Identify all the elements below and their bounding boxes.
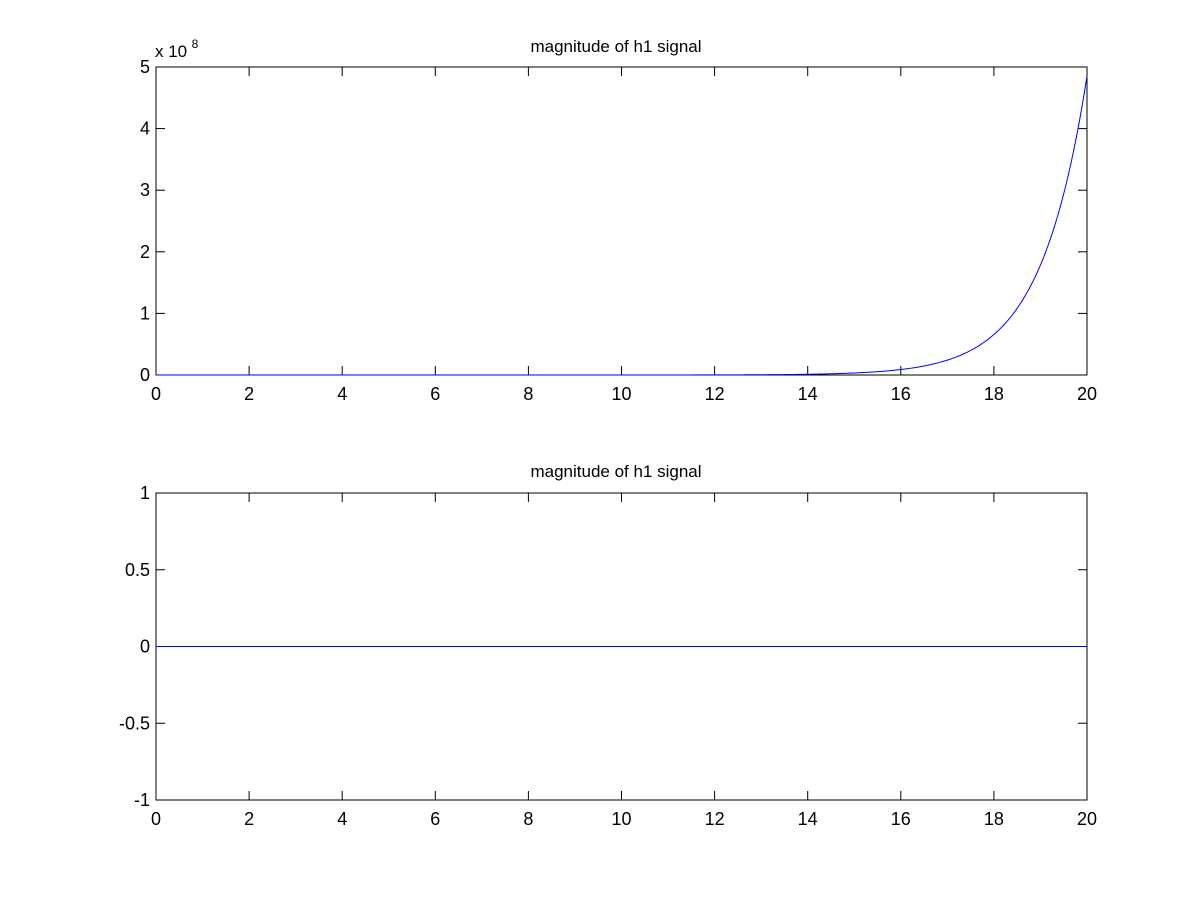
top-y-tick-label: 5 bbox=[140, 57, 150, 77]
top-y-tick-label: 4 bbox=[140, 119, 150, 139]
bottom-x-tick-label: 8 bbox=[523, 809, 533, 829]
top-plot-title: magnitude of h1 signal bbox=[530, 37, 701, 56]
top-x-tick-label: 18 bbox=[984, 384, 1004, 404]
top-x-tick-label: 20 bbox=[1077, 384, 1097, 404]
top-y-tick-label: 1 bbox=[140, 303, 150, 323]
top-x-tick-label: 12 bbox=[705, 384, 725, 404]
top-x-tick-label: 4 bbox=[337, 384, 347, 404]
top-x-tick-label: 0 bbox=[151, 384, 161, 404]
top-x-tick-label: 8 bbox=[523, 384, 533, 404]
bottom-x-tick-label: 16 bbox=[891, 809, 911, 829]
bottom-x-tick-label: 18 bbox=[984, 809, 1004, 829]
bottom-y-tick-label: -1 bbox=[134, 790, 150, 810]
top-y-exponent-base: x 10 bbox=[155, 42, 187, 61]
bottom-x-tick-label: 12 bbox=[705, 809, 725, 829]
top-y-tick-label: 2 bbox=[140, 242, 150, 262]
bottom-x-tick-label: 2 bbox=[244, 809, 254, 829]
bottom-x-tick-label: 20 bbox=[1077, 809, 1097, 829]
bottom-y-tick-label: 0.5 bbox=[125, 560, 150, 580]
top-y-exponent-label: x 10 8 bbox=[155, 37, 199, 61]
bottom-plot-title: magnitude of h1 signal bbox=[530, 462, 701, 481]
top-axes-frame bbox=[155, 66, 1088, 376]
bottom-x-tick-label: 14 bbox=[798, 809, 818, 829]
top-plot: magnitude of h1 signal x 10 8 0 2 4 6 8 10 12 1… bbox=[140, 37, 1097, 404]
bottom-plot: magnitude of h1 signal 0 2 4 6 8 10 12 14 16 18 20… bbox=[119, 462, 1097, 829]
top-x-tick-label: 16 bbox=[891, 384, 911, 404]
bottom-y-tick-label: -0.5 bbox=[119, 713, 150, 733]
bottom-x-tick-label: 10 bbox=[611, 809, 631, 829]
top-x-tick-label: 10 bbox=[611, 384, 631, 404]
bottom-y-tick-label: 0 bbox=[140, 637, 150, 657]
top-y-exponent-power: 8 bbox=[192, 37, 199, 51]
bottom-y-tick-label: 1 bbox=[140, 483, 150, 503]
top-x-tick-label: 14 bbox=[798, 384, 818, 404]
bottom-x-tick-label: 4 bbox=[337, 809, 347, 829]
top-y-tick-label: 0 bbox=[140, 365, 150, 385]
bottom-x-tick-label: 6 bbox=[430, 809, 440, 829]
bottom-x-tick-label: 0 bbox=[151, 809, 161, 829]
top-y-tick-label: 3 bbox=[140, 180, 150, 200]
top-x-tick-label: 6 bbox=[430, 384, 440, 404]
top-series-line bbox=[156, 76, 1088, 376]
top-x-tick-label: 2 bbox=[244, 384, 254, 404]
